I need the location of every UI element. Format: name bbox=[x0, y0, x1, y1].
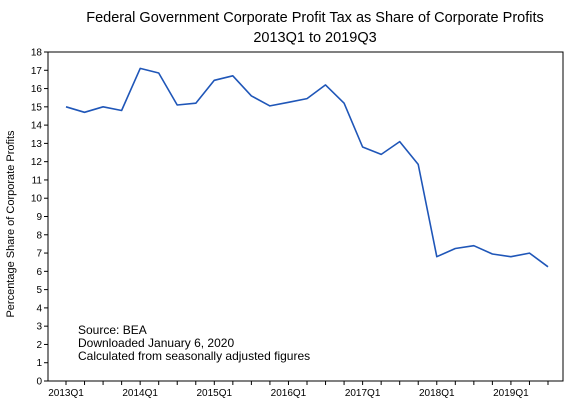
chart-title: Federal Government Corporate Profit Tax … bbox=[86, 10, 544, 26]
y-tick-label: 17 bbox=[31, 66, 43, 77]
x-tick-label: 2014Q1 bbox=[122, 388, 158, 399]
y-tick-label: 15 bbox=[31, 102, 43, 113]
y-tick-label: 13 bbox=[31, 139, 43, 150]
x-tick-label: 2017Q1 bbox=[345, 388, 381, 399]
y-tick-label: 2 bbox=[36, 340, 42, 351]
annotation-downloaded: Downloaded January 6, 2020 bbox=[78, 336, 234, 350]
x-tick-label: 2019Q1 bbox=[493, 388, 529, 399]
chart-subtitle: 2013Q1 to 2019Q3 bbox=[253, 30, 376, 46]
y-tick-label: 4 bbox=[36, 303, 42, 314]
x-tick-label: 2015Q1 bbox=[197, 388, 233, 399]
plot-area bbox=[65, 67, 549, 268]
y-tick-label: 11 bbox=[32, 175, 43, 186]
y-tick-label: 0 bbox=[36, 377, 42, 388]
x-tick-label: 2016Q1 bbox=[271, 388, 307, 399]
y-tick-label: 18 bbox=[31, 48, 43, 59]
y-axis-label: Percentage Share of Corporate Profits bbox=[5, 130, 17, 318]
y-tick-label: 8 bbox=[36, 230, 42, 241]
series-line bbox=[65, 67, 549, 268]
y-tick-label: 16 bbox=[31, 84, 43, 95]
y-tick-label: 9 bbox=[36, 212, 42, 223]
annotation-source: Source: BEA bbox=[78, 323, 147, 337]
annotation-calculated: Calculated from seasonally adjusted figu… bbox=[78, 349, 310, 363]
y-tick-label: 6 bbox=[36, 267, 42, 278]
x-tick-label: 2013Q1 bbox=[48, 388, 84, 399]
x-axis: 2013Q1 2014Q1 2015Q1 2016Q1 2017Q1 2018Q1 2019… bbox=[48, 381, 549, 399]
y-tick-label: 5 bbox=[36, 285, 42, 296]
y-tick-label: 7 bbox=[36, 249, 42, 260]
x-tick-label: 2018Q1 bbox=[419, 388, 455, 399]
y-tick-label: 12 bbox=[31, 157, 43, 168]
y-tick-label: 10 bbox=[31, 194, 43, 205]
y-tick-label: 14 bbox=[31, 121, 43, 132]
y-tick-label: 1 bbox=[36, 358, 42, 369]
y-tick-label: 3 bbox=[36, 322, 42, 333]
